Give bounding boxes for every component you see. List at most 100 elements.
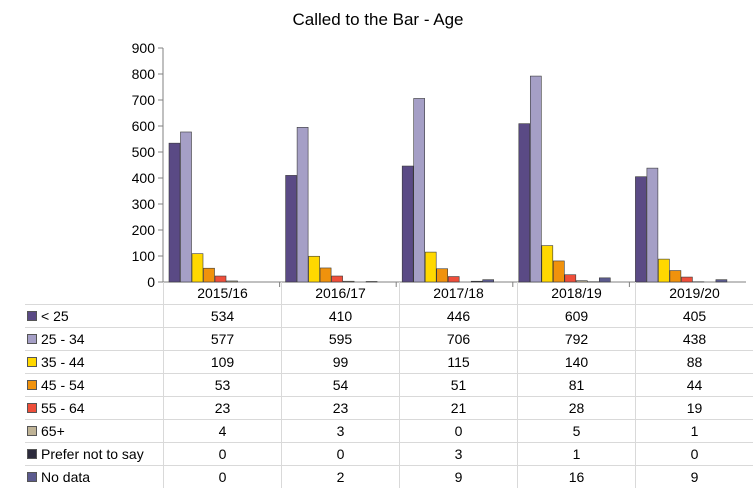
bar-2-2015-16 [180,131,192,283]
bar-3-2015-16 [191,253,204,283]
data-label: 19 [635,396,753,420]
bar-2-2019-20 [646,167,659,283]
table-row: 35 - 44 109 99 115 140 88 [25,350,753,374]
series-label: 65+ [25,419,164,443]
data-label: 1 [517,442,636,466]
data-label: 2 [281,465,400,488]
y-tick-label-1: 100 [132,248,156,264]
bar-5-2016-17 [331,275,343,283]
data-label: 23 [163,396,282,420]
table-row: < 25 534 410 446 609 405 [25,304,753,328]
series-label: 55 - 64 [25,396,164,420]
legend-swatch [27,311,37,322]
legend-swatch [27,334,37,345]
bar-3-2017-18 [424,251,437,283]
y-tick-label-3: 300 [132,196,156,212]
legend-swatch [27,472,37,483]
series-name: 45 - 54 [41,377,85,393]
y-tick-label-4: 400 [132,170,156,186]
data-label: 438 [635,327,753,351]
category-label: 2017/18 [399,282,518,305]
series-label: Prefer not to say [25,442,164,466]
data-label: 4 [163,419,282,443]
data-label: 28 [517,396,636,420]
legend-swatch [27,357,37,368]
data-label: 54 [281,373,400,397]
data-label: 23 [281,396,400,420]
legend-swatch [27,449,37,460]
data-table: 2015/16 2016/17 2017/18 2018/19 2019/20 < 25 5… [25,282,753,488]
table-header-row: 2015/16 2016/17 2017/18 2018/19 2019/20 [25,282,753,305]
data-label: 534 [163,304,282,328]
category-label: 2019/20 [635,282,753,305]
category-label: 2016/17 [281,282,400,305]
data-label: 5 [517,419,636,443]
data-label: 109 [163,350,282,374]
legend-swatch [27,380,37,391]
series-name: 55 - 64 [41,400,85,416]
bar-6-2015-16 [226,280,238,283]
data-label: 706 [399,327,518,351]
bar-4-2018-19 [552,260,565,283]
bar-1-2015-16 [168,142,181,283]
bar-8-2018-19 [598,277,611,283]
data-label: 53 [163,373,282,397]
y-tick-label-9: 900 [132,40,156,56]
series-name: 25 - 34 [41,331,85,347]
series-name: No data [41,469,91,485]
series-name: < 25 [41,308,69,324]
bar-3-2018-19 [541,245,554,283]
bar-1-2017-18 [401,165,414,283]
table-row: No data 0 2 9 16 9 [25,465,753,488]
y-tick-label-0: 0 [147,274,155,290]
bar-3-2016-17 [308,255,320,283]
series-name: Prefer not to say [41,446,144,462]
bar-1-2019-20 [635,176,647,283]
table-row: 55 - 64 23 23 21 28 19 [25,396,753,420]
data-label: 44 [635,373,753,397]
data-label: 9 [635,465,753,488]
series-label: No data [25,465,164,488]
bar-1-2018-19 [518,123,531,283]
series-name: 35 - 44 [41,354,85,370]
bar-3-2019-20 [658,258,670,283]
y-tick-label-7: 700 [132,92,156,108]
bar-5-2018-19 [564,274,577,283]
data-label: 0 [163,465,282,488]
data-label: 3 [399,442,518,466]
bar-4-2015-16 [203,267,215,283]
data-label: 577 [163,327,282,351]
data-label: 0 [281,442,400,466]
data-label: 0 [163,442,282,466]
series-label: 25 - 34 [25,327,164,351]
data-label: 792 [517,327,636,351]
legend-swatch [27,403,37,414]
data-label: 410 [281,304,400,328]
data-label: 115 [399,350,518,374]
bar-5-2019-20 [681,276,693,283]
table-row: 65+ 4 3 0 5 1 [25,419,753,443]
table-row: 25 - 34 577 595 706 792 438 [25,327,753,351]
category-label: 2018/19 [517,282,636,305]
table-row: 45 - 54 53 54 51 81 44 [25,373,753,397]
bar-2-2018-19 [529,75,542,283]
bar-1-2016-17 [285,175,297,283]
bar-4-2016-17 [319,267,332,283]
data-label: 1 [635,419,753,443]
legend-swatch [27,426,37,437]
y-tick-label-8: 800 [132,66,156,82]
data-label: 51 [399,373,518,397]
data-label: 405 [635,304,753,328]
series-name: 65+ [41,423,65,439]
data-label: 16 [517,465,636,488]
bar-2-2017-18 [413,98,426,283]
data-label: 609 [517,304,636,328]
data-label: 140 [517,350,636,374]
series-label: 35 - 44 [25,350,164,374]
bar-2-2016-17 [296,127,309,283]
data-label: 0 [635,442,753,466]
series-label: 45 - 54 [25,373,164,397]
data-label: 9 [399,465,518,488]
data-label: 88 [635,350,753,374]
chart-title: Called to the Bar - Age [292,10,464,29]
